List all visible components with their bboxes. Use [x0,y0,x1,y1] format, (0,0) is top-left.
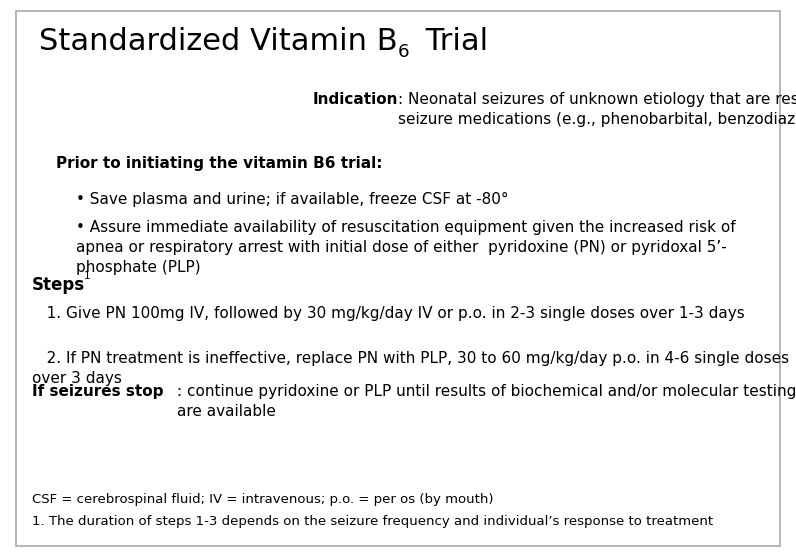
Text: • Assure immediate availability of resuscitation equipment given the increased r: • Assure immediate availability of resus… [76,220,736,275]
Text: 1. The duration of steps 1-3 depends on the seizure frequency and individual’s r: 1. The duration of steps 1-3 depends on … [32,515,713,528]
Text: Indication: Indication [313,92,398,107]
Text: • Save plasma and urine; if available, freeze CSF at -80°: • Save plasma and urine; if available, f… [76,192,508,207]
Text: : continue pyridoxine or PLP until results of biochemical and/or molecular testi: : continue pyridoxine or PLP until resul… [177,384,796,419]
Text: 6: 6 [398,43,410,61]
Text: 1. Give PN 100mg IV, followed by 30 mg/kg/day IV or p.o. in 2-3 single doses ove: 1. Give PN 100mg IV, followed by 30 mg/k… [32,306,744,321]
Text: 2. If PN treatment is ineffective, replace PN with PLP, 30 to 60 mg/kg/day p.o. : 2. If PN treatment is ineffective, repla… [32,351,789,385]
Text: Prior to initiating the vitamin B6 trial:: Prior to initiating the vitamin B6 trial… [56,156,382,171]
Text: : Neonatal seizures of unknown etiology that are resistant to first line anti-
s: : Neonatal seizures of unknown etiology … [398,92,796,126]
Text: CSF = cerebrospinal fluid; IV = intravenous; p.o. = per os (by mouth): CSF = cerebrospinal fluid; IV = intraven… [32,493,494,506]
Text: Standardized Vitamin B: Standardized Vitamin B [39,27,398,56]
Text: Trial: Trial [416,27,488,56]
Text: Steps: Steps [32,276,85,294]
Text: 1: 1 [84,271,90,281]
Text: If seizures stop: If seizures stop [32,384,163,399]
